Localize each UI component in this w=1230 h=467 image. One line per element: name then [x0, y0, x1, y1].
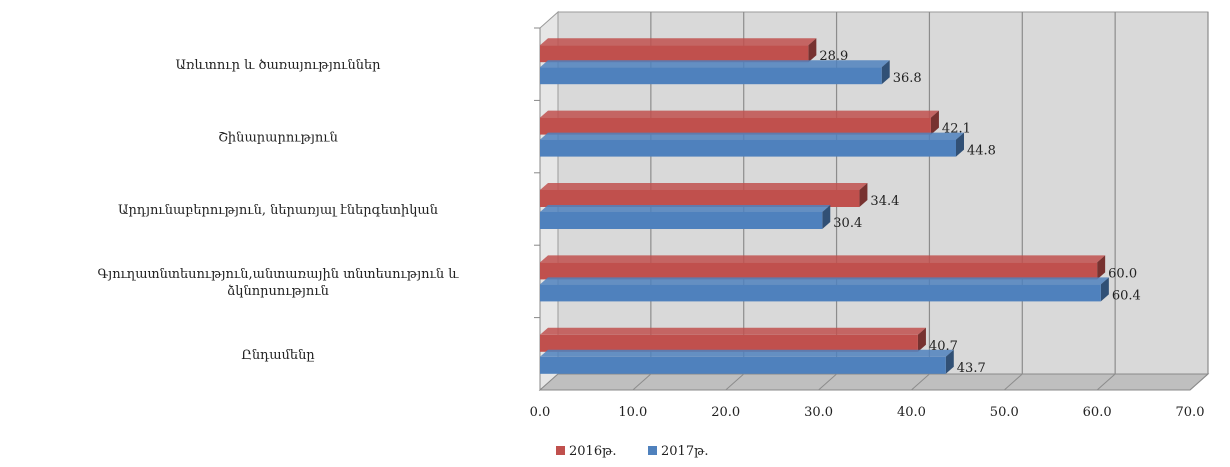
bar-top-face	[540, 349, 954, 357]
bar-top-face	[540, 60, 890, 68]
bar-top-face	[540, 38, 817, 46]
bar-end-face	[881, 60, 890, 85]
legend-label: 2016թ.	[569, 444, 617, 459]
x-tick-label: 10.0	[618, 405, 647, 420]
floor-gridline	[911, 373, 930, 391]
floor-gridline	[818, 373, 837, 391]
bar-end-face	[859, 183, 868, 207]
bar-front-face	[540, 334, 918, 352]
bar-top-face	[540, 327, 926, 335]
x-tick-label: 50.0	[990, 405, 1019, 420]
data-label: 40.7	[929, 339, 958, 354]
category-label: Գյուղատնտեսություն,անտառային տնտեսությու…	[97, 267, 459, 282]
data-label: 36.8	[893, 71, 922, 86]
floor-gridline	[725, 373, 745, 391]
x-tick-label: 20.0	[711, 405, 740, 420]
x-tick-label: 30.0	[804, 405, 833, 420]
bar	[540, 205, 831, 229]
data-label: 42.1	[942, 122, 971, 137]
bar-top-face	[540, 277, 1109, 285]
bar	[540, 38, 817, 63]
category-label: Արդյունաբերություն, ներառյալ էներգետիկան	[118, 203, 438, 218]
category-label: Առևտուր և ծառայություններ	[175, 58, 381, 73]
bar-top-face	[540, 183, 868, 190]
bar-front-face	[540, 139, 956, 157]
bar-top-face	[540, 132, 964, 140]
bars	[540, 38, 1109, 374]
bar	[540, 183, 868, 207]
bar-top-face	[540, 255, 1106, 263]
bar-top-face	[540, 205, 831, 212]
floor	[538, 373, 1210, 391]
bar-end-face	[808, 38, 817, 63]
legend-label: 2017թ.	[661, 444, 709, 459]
bar-end-face	[822, 205, 831, 229]
legend-swatch	[648, 446, 657, 455]
bar	[540, 255, 1106, 280]
bar-end-face	[917, 327, 926, 352]
floor-gridline	[1096, 373, 1116, 391]
bar-front-face	[540, 284, 1101, 302]
bar	[540, 349, 954, 374]
data-label: 44.8	[967, 144, 996, 159]
bar-end-face	[945, 349, 954, 374]
x-tick-label: 70.0	[1176, 405, 1205, 420]
bar	[540, 132, 964, 157]
x-tick-label: 60.0	[1083, 405, 1112, 420]
data-label: 28.9	[819, 49, 848, 64]
bar-end-face	[930, 110, 939, 135]
bar-front-face	[540, 190, 860, 207]
data-label: 60.4	[1112, 288, 1141, 303]
category-label: Շինարարություն	[218, 131, 338, 146]
floor-gridline	[632, 373, 652, 391]
bar-front-face	[540, 262, 1098, 280]
bar-front-face	[540, 45, 809, 63]
x-tick-label: 40.0	[897, 405, 926, 420]
legend: 2016թ. 2017թ.	[556, 444, 709, 459]
category-label: ձկնորսություն	[227, 284, 329, 299]
labels: 0.0 10.0 20.0 30.0 40.0 50.0 60.0 70.0 Առևտուր և…	[97, 49, 1204, 420]
bar-front-face	[540, 356, 946, 374]
legend-swatch	[556, 446, 565, 455]
bar-front-face	[540, 67, 882, 85]
floor-gridline	[1189, 373, 1209, 391]
floor-gridline	[1003, 373, 1023, 391]
bar-front-face	[540, 117, 931, 135]
category-label: Ընդամենը	[241, 348, 314, 363]
data-label: 30.4	[833, 216, 862, 231]
data-label: 60.0	[1108, 266, 1137, 281]
bar	[540, 327, 926, 352]
data-label: 43.7	[957, 361, 986, 376]
bar-end-face	[1100, 277, 1109, 302]
bar-end-face	[1097, 255, 1106, 280]
bar	[540, 110, 939, 135]
bar-end-face	[956, 132, 964, 157]
bar-top-face	[540, 110, 939, 118]
data-label: 34.4	[870, 194, 899, 209]
bar	[540, 277, 1109, 302]
bar-front-face	[540, 212, 823, 229]
x-tick-label: 0.0	[530, 405, 551, 420]
bar	[540, 60, 890, 85]
